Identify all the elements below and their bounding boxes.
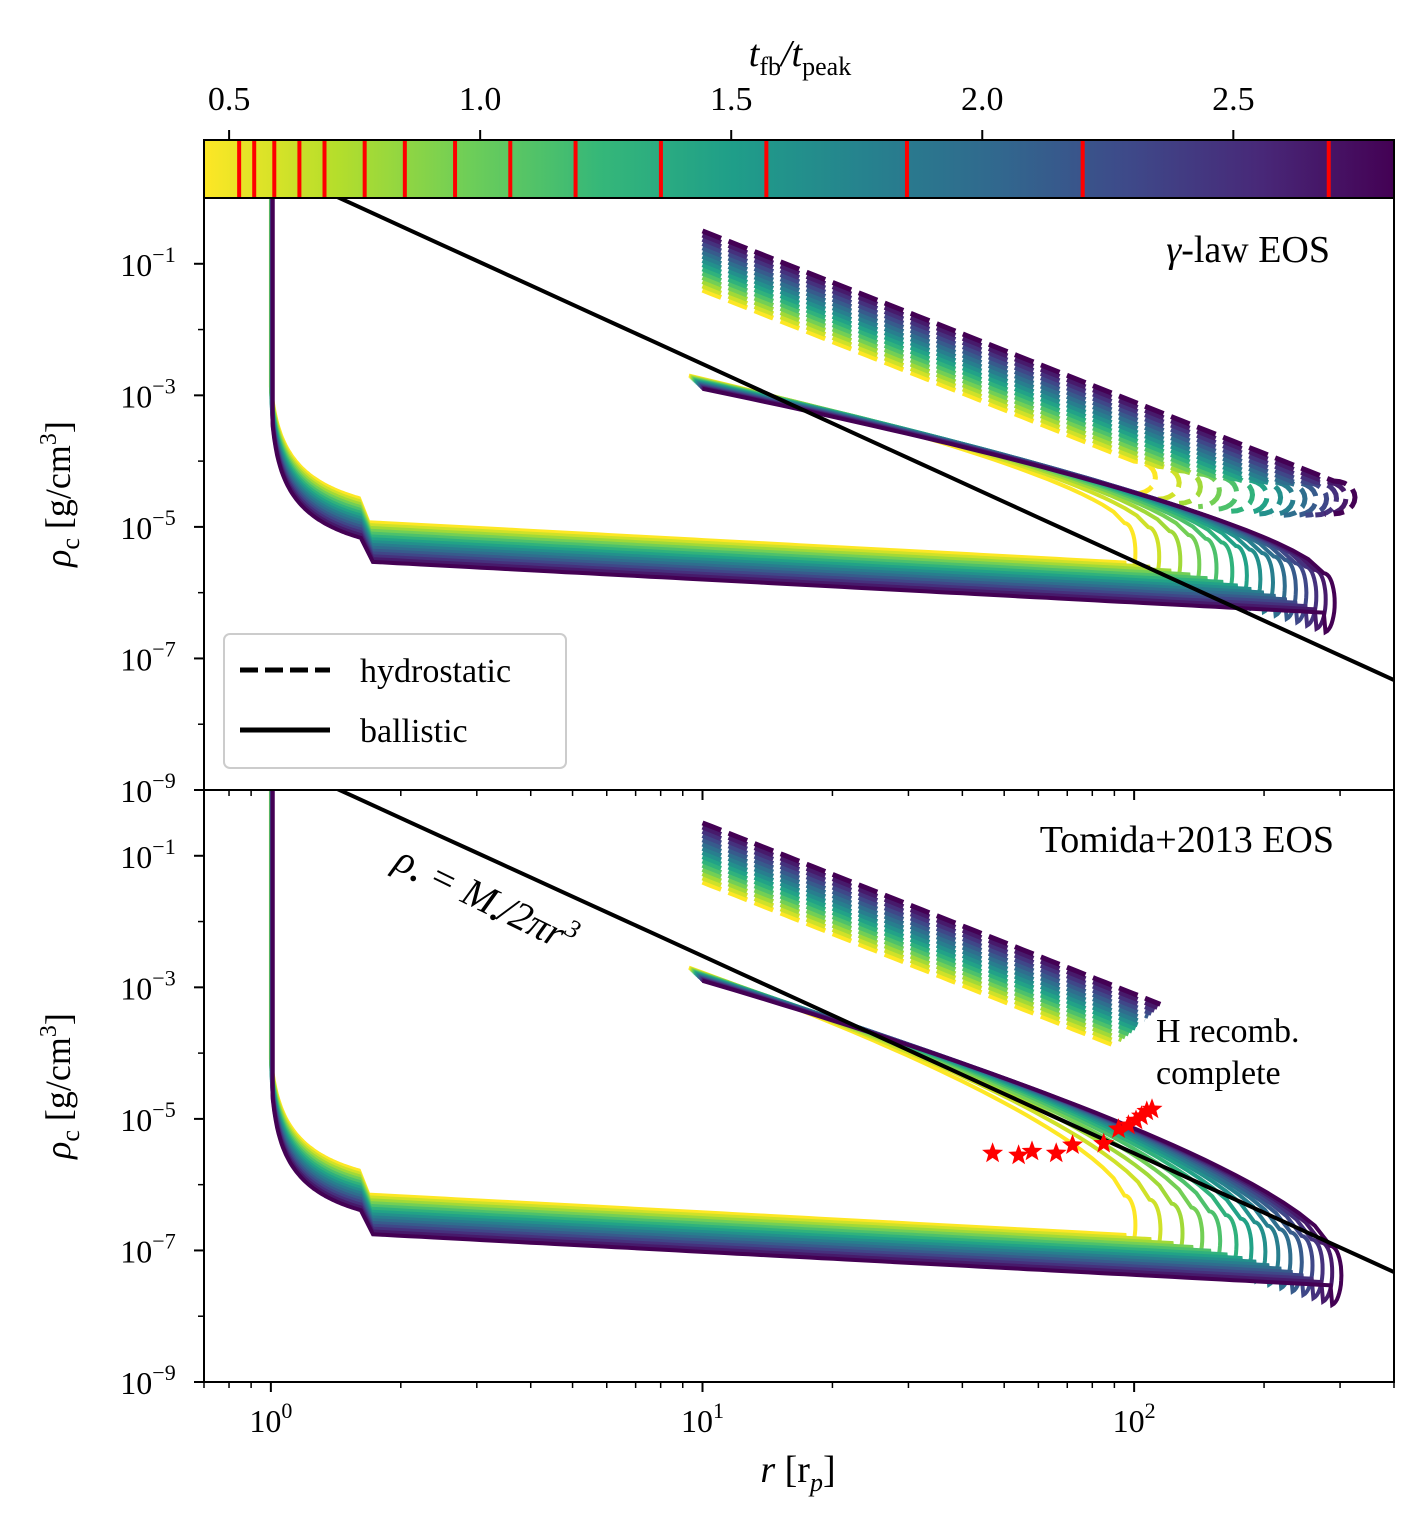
- colorbar-tick-label: 2.0: [961, 81, 1004, 118]
- hydrostatic-curve: [701, 824, 1159, 1010]
- ballistic-curve: [268, 790, 1138, 1258]
- hydrostatic-curve: [701, 258, 1284, 517]
- hydrostatic-curve: [701, 283, 1182, 502]
- hydrostatic-curve: [701, 862, 1130, 1037]
- recombination-markers: [982, 1098, 1163, 1165]
- hydrostatic-curve: [701, 833, 1153, 1016]
- y-tick-label: 10−1: [120, 242, 175, 283]
- panel1-x-ticks: [203, 790, 1395, 800]
- hydrostatic-curve: [701, 837, 1150, 1019]
- recombination-star: [1093, 1132, 1115, 1153]
- legend-hydrostatic-label: hydrostatic: [360, 653, 511, 690]
- annotation-h-recomb: H recomb.: [1156, 1013, 1300, 1050]
- ballistic-curve: [269, 790, 1281, 1288]
- hydrostatic-curve: [701, 879, 1116, 1048]
- recombination-star: [1125, 1109, 1147, 1130]
- reference-line-label: ρ• = M•/2πr3: [384, 832, 585, 966]
- legend-ballistic-label: ballistic: [360, 713, 468, 750]
- annotation-complete: complete: [1156, 1055, 1281, 1092]
- hydrostatic-curve: [701, 279, 1203, 506]
- hydrostatic-curve: [701, 228, 1358, 517]
- panel1-curves: [268, 198, 1394, 682]
- hydrostatic-curve: [701, 820, 1162, 1007]
- y-tick-label: 10−7: [120, 1228, 175, 1269]
- panel2-frame: [203, 789, 1395, 1383]
- colorbar-markers: [237, 140, 1331, 198]
- y-tick-label: 10−3: [120, 373, 175, 414]
- x-tick-label: 100: [249, 1398, 292, 1439]
- recombination-star: [1062, 1134, 1083, 1154]
- colorbar-tick-label: 1.0: [459, 81, 502, 118]
- panel1-y-label: ρc [g/cm3]: [36, 421, 85, 568]
- colorbar-tick-label: 1.5: [710, 81, 753, 118]
- hydrostatic-curve: [701, 275, 1222, 510]
- y-tick-label: 10−7: [120, 636, 175, 677]
- y-tick-label: 10−1: [120, 834, 175, 875]
- hydrostatic-curve: [701, 841, 1147, 1022]
- recombination-star: [1141, 1098, 1163, 1119]
- ballistic-curve: [270, 790, 1344, 1309]
- recombination-star: [1008, 1144, 1030, 1165]
- hydrostatic-curve: [701, 845, 1143, 1025]
- y-tick-label: 10−5: [120, 1097, 175, 1138]
- y-tick-label: 10−9: [120, 1360, 175, 1401]
- ballistic-curve: [269, 790, 1185, 1266]
- x-tick-label: 101: [681, 1398, 724, 1439]
- panel2-y-ticks: 10−9 10−7 10−5 10−3 10−1: [120, 834, 204, 1401]
- hydrostatic-curve: [701, 236, 1340, 518]
- panel-gamma-law: 10−9 10−7 10−5 10−3 10−1 γ-law EOS ρc [g/cm3…: [36, 197, 1395, 809]
- panel2-x-ticks: 100 101 102: [203, 1382, 1395, 1439]
- hydrostatic-curve: [701, 867, 1127, 1040]
- recombination-star: [982, 1142, 1004, 1163]
- recombination-star: [1045, 1142, 1067, 1163]
- colorbar-ticks: 0.5 1.0 1.5 2.0 2.5: [208, 81, 1255, 140]
- recombination-star: [1131, 1105, 1152, 1126]
- ballistic-curve: [269, 198, 1183, 594]
- x-axis-label: r [rp]: [760, 1449, 835, 1497]
- legend: hydrostatic ballistic: [223, 633, 567, 769]
- hydrostatic-curve: [701, 828, 1156, 1013]
- ballistic-curve: [269, 790, 1163, 1262]
- ballistic-curve: [269, 790, 1223, 1274]
- ballistic-curve: [269, 790, 1239, 1278]
- ballistic-curve: [269, 198, 1202, 598]
- colorbar-tick-label: 0.5: [208, 81, 251, 118]
- recombination-star: [1136, 1100, 1158, 1121]
- recombination-star: [1118, 1114, 1139, 1135]
- y-tick-label: 10−3: [120, 965, 175, 1006]
- colorbar-label: tfb/tpeak: [749, 33, 851, 81]
- panel-tomida: 10−9 10−7 10−5 10−3 10−1 100 101 102 Tomida+20…: [36, 789, 1395, 1497]
- recombination-star: [1108, 1118, 1129, 1138]
- colorbar: 0.5 1.0 1.5 2.0 2.5 tfb/tpeak: [203, 33, 1395, 199]
- x-tick-label: 102: [1113, 1398, 1156, 1439]
- hydrostatic-curve: [701, 875, 1120, 1045]
- ballistic-curve: [269, 790, 1268, 1285]
- panel2-title: Tomida+2013 EOS: [1040, 819, 1334, 861]
- hydrostatic-curve: [701, 287, 1158, 497]
- hydrostatic-curve: [701, 850, 1140, 1028]
- hydrostatic-curve: [701, 854, 1137, 1031]
- y-tick-label: 10−9: [120, 768, 175, 809]
- reference-line: [334, 198, 1394, 682]
- colorbar-gradient: [204, 140, 1394, 198]
- hydrostatic-curve: [701, 858, 1134, 1034]
- ballistic-curve: [268, 198, 1138, 586]
- recombination-star: [1021, 1140, 1043, 1161]
- ballistic-curve: [270, 198, 1337, 636]
- colorbar-tick-label: 2.5: [1212, 81, 1255, 118]
- hydrostatic-curve: [701, 871, 1123, 1043]
- y-tick-label: 10−5: [120, 505, 175, 546]
- ballistic-curve: [269, 198, 1162, 590]
- reference-line: [334, 790, 1394, 1274]
- panel2-y-label: ρc [g/cm3]: [36, 1013, 85, 1160]
- legend-box: [223, 633, 567, 769]
- panel1-title: γ-law EOS: [1166, 229, 1330, 271]
- panel1-y-ticks: 10−9 10−7 10−5 10−3 10−1: [120, 242, 204, 809]
- ballistic-curve: [269, 790, 1254, 1281]
